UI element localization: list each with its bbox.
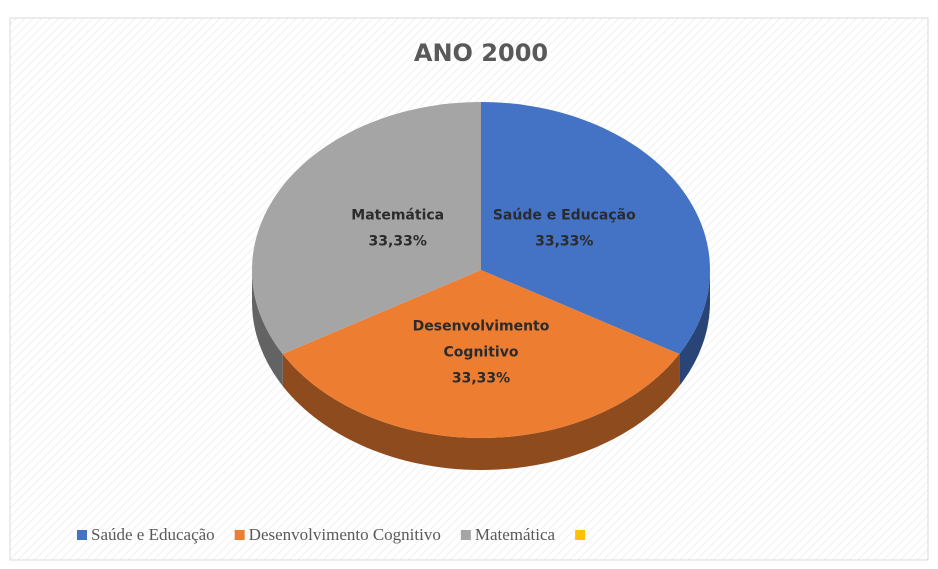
legend-label: Matemática (475, 525, 556, 544)
data-label-name: Desenvolvimento Cognitivo (413, 319, 550, 361)
pie-side (282, 354, 680, 470)
legend-swatch (77, 530, 87, 540)
pie-slice (251, 102, 481, 354)
pie-slice (481, 102, 710, 354)
data-label-value: 33,33% (535, 234, 593, 250)
legend-swatch (575, 530, 586, 540)
legend-swatch (460, 530, 471, 540)
data-label-line: Cognitivo (444, 345, 519, 361)
data-label-name: Saúde e Educação (493, 208, 636, 224)
data-label-name: Matemática (351, 208, 444, 224)
data-label-line: Desenvolvimento (413, 319, 550, 335)
data-label-value: 33,33% (452, 371, 510, 387)
pie-side (679, 270, 710, 386)
legend-label: Saúde e Educação (91, 525, 215, 544)
legend-label: Desenvolvimento Cognitivo (249, 525, 441, 544)
data-label-value: 33,33% (369, 234, 427, 250)
legend-swatch (234, 530, 245, 540)
chart-title: ANO 2000 (414, 39, 548, 67)
pie-side (252, 270, 283, 386)
